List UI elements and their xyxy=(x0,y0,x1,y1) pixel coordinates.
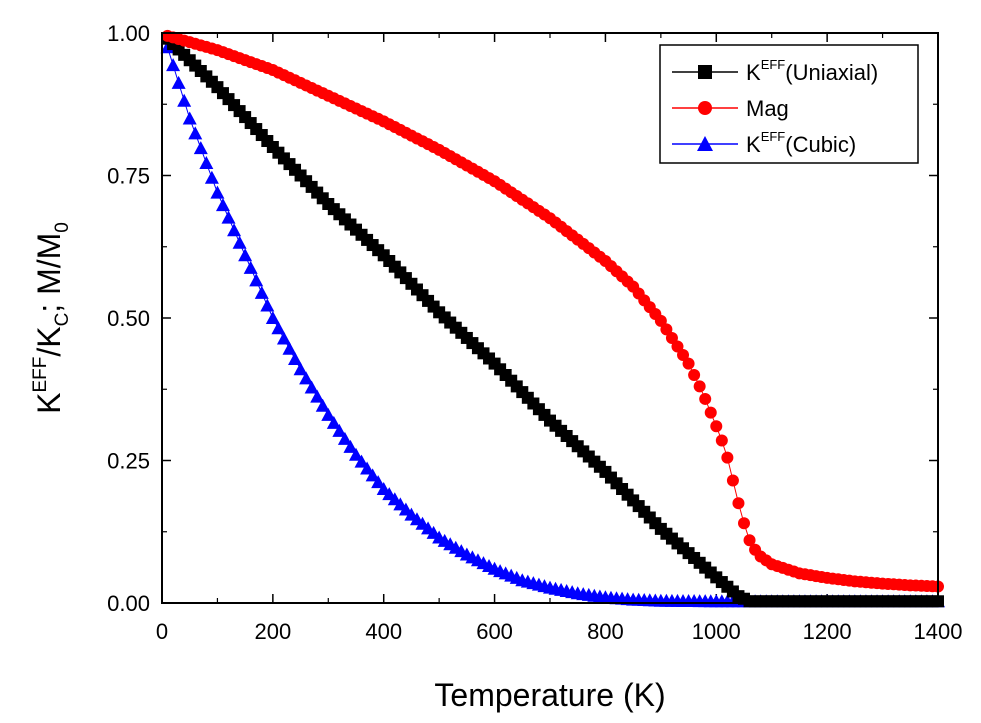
x-axis-title: Temperature (K) xyxy=(434,677,665,713)
tick-labels: 0 200 400 600 800 1000 1200 1400 0.00 0.25 0.50 0.7… xyxy=(107,21,962,644)
y-tick-label: 1.00 xyxy=(107,21,150,46)
data-point xyxy=(232,235,247,249)
data-point xyxy=(343,439,358,453)
x-tick-label: 1400 xyxy=(914,619,963,644)
x-tick-label: 800 xyxy=(587,619,624,644)
data-point xyxy=(215,198,230,212)
data-point xyxy=(654,314,667,327)
data-point xyxy=(254,285,269,299)
y-tick-label: 0.00 xyxy=(107,591,150,616)
y-axis-title-zero: 0 xyxy=(52,222,73,233)
data-point xyxy=(299,371,314,385)
data-point xyxy=(188,126,203,140)
series-circle xyxy=(161,29,944,593)
y-tick-label: 0.50 xyxy=(107,306,150,331)
data-point xyxy=(177,93,192,107)
x-tick-label: 1200 xyxy=(803,619,852,644)
data-point xyxy=(349,447,363,461)
data-point xyxy=(238,248,253,262)
data-point xyxy=(699,392,712,405)
data-point xyxy=(682,357,695,370)
legend-label: KEFF(Cubic) xyxy=(746,129,856,157)
legend-label-sup: EFF xyxy=(761,129,786,144)
data-point xyxy=(732,497,745,510)
data-point xyxy=(221,210,236,224)
data-point xyxy=(693,380,706,393)
data-point xyxy=(243,260,258,274)
data-point xyxy=(315,398,330,412)
data-point xyxy=(726,474,739,487)
data-point xyxy=(227,223,242,237)
legend-label-main: K xyxy=(746,60,761,85)
legend-item: KEFF(Uniaxial) xyxy=(672,57,878,85)
data-point xyxy=(671,340,684,353)
data-point xyxy=(326,415,341,429)
legend-label-main: K xyxy=(746,132,761,157)
y-axis-title-semi: ; M/M xyxy=(31,233,67,313)
data-point xyxy=(743,534,756,547)
legend-label: KEFF(Uniaxial) xyxy=(746,57,878,85)
data-point xyxy=(704,406,717,419)
x-tick-label: 600 xyxy=(476,619,513,644)
x-tick-label: 1000 xyxy=(692,619,741,644)
data-point xyxy=(249,273,264,287)
data-point xyxy=(677,349,690,362)
data-point xyxy=(371,475,386,489)
legend-item: Mag xyxy=(672,96,789,121)
data-point xyxy=(660,323,673,336)
data-point xyxy=(710,420,723,433)
data-point xyxy=(166,58,181,72)
data-point xyxy=(199,155,214,169)
plot-frame xyxy=(161,32,939,604)
legend-label-rest: (Cubic) xyxy=(785,132,856,157)
legend-item: KEFF(Cubic) xyxy=(672,129,856,157)
data-point xyxy=(337,431,352,445)
data-point xyxy=(360,461,375,475)
x-tick-label: 400 xyxy=(365,619,402,644)
data-point xyxy=(321,407,336,421)
y-axis-title-k: K xyxy=(31,393,67,414)
data-point xyxy=(210,185,225,199)
data-point xyxy=(310,389,325,403)
legend-label-rest: (Uniaxial) xyxy=(785,60,878,85)
data-point xyxy=(365,468,380,482)
data-point xyxy=(304,380,319,394)
legend-marker xyxy=(697,136,713,151)
y-axis-title-slash: /K xyxy=(31,326,67,356)
y-axis-title: KEFF/KC; M/M0 xyxy=(30,222,73,414)
legend-label-sup: EFF xyxy=(761,57,786,72)
data-point xyxy=(738,517,750,530)
data-point xyxy=(332,423,347,437)
data-point xyxy=(276,331,291,345)
legend-label-main: Mag xyxy=(746,96,789,121)
data-point xyxy=(260,298,275,312)
data-point xyxy=(293,362,308,376)
data-point xyxy=(688,369,701,381)
data-point xyxy=(715,434,728,447)
y-tick-label: 0.75 xyxy=(107,164,150,189)
y-axis-title-eff: EFF xyxy=(30,357,51,393)
data-point xyxy=(265,311,280,324)
legend-marker xyxy=(698,101,712,115)
data-point xyxy=(193,141,208,155)
y-tick-label: 0.25 xyxy=(107,449,150,474)
y-axis-title-c: C xyxy=(52,313,73,327)
data-point xyxy=(282,341,297,355)
data-point xyxy=(171,75,186,89)
legend-marker xyxy=(698,65,712,79)
x-tick-label: 0 xyxy=(156,619,168,644)
data-point xyxy=(288,352,303,366)
data-point xyxy=(721,451,734,464)
data-point xyxy=(665,331,678,344)
data-point xyxy=(354,454,369,468)
legend-label: Mag xyxy=(746,96,789,121)
data-point xyxy=(182,111,197,125)
series-square xyxy=(161,32,944,608)
data-point xyxy=(271,321,286,335)
data-point xyxy=(204,170,219,184)
x-tick-label: 200 xyxy=(254,619,291,644)
